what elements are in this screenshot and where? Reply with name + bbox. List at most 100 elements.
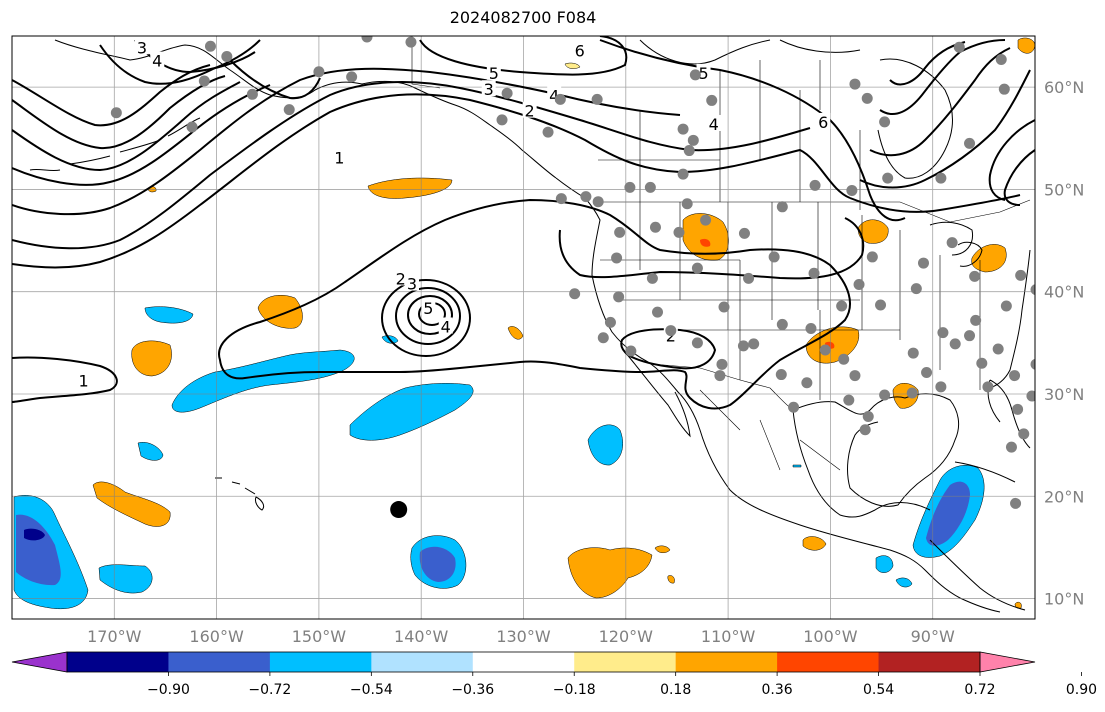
station-dot — [801, 377, 813, 389]
colorbar: −0.90 −0.72 −0.54 −0.36 −0.18 0.18 0.36 0.54 0.7… — [11, 651, 1097, 698]
station-dot — [776, 318, 788, 330]
pos-anomaly-area — [1017, 37, 1035, 54]
station-dot — [186, 121, 198, 133]
latitude-label: 50°N — [1044, 180, 1084, 199]
station-dot — [937, 327, 949, 339]
station-dot — [969, 270, 981, 282]
contour-label-bg — [481, 80, 496, 97]
station-dot — [1026, 390, 1035, 402]
central-america — [929, 539, 1026, 611]
station-dot — [110, 107, 122, 119]
cuba — [954, 461, 1016, 483]
station-dot — [714, 370, 726, 382]
contour-line — [218, 198, 851, 410]
station-dot — [542, 126, 554, 138]
station-dot — [809, 179, 821, 191]
station-dot — [652, 306, 664, 318]
station-dot — [613, 291, 625, 303]
station-dot — [346, 71, 358, 83]
mexico-states — [699, 389, 841, 471]
longitude-label: 100°W — [803, 627, 858, 646]
station-dot — [907, 347, 919, 359]
pacific-coast — [555, 177, 1001, 613]
contour-label-bg — [572, 41, 587, 58]
arctic-islands — [639, 39, 861, 65]
station-dot — [718, 301, 730, 313]
contour-line — [12, 356, 118, 403]
station-dot — [1009, 370, 1021, 382]
station-dot — [644, 181, 656, 193]
station-dot — [716, 358, 728, 370]
station-dot — [946, 237, 958, 249]
contour-line — [12, 81, 811, 250]
latitude-labels: 10°N 20°N 30°N 40°N 50°N 60°N — [1044, 78, 1084, 608]
station-dot — [1005, 441, 1017, 453]
contour-label-bg — [522, 101, 537, 118]
station-dot — [691, 262, 703, 274]
contour-label: 3 — [484, 80, 494, 99]
longitude-label: 110°W — [701, 627, 756, 646]
contour-label: 2 — [396, 269, 406, 288]
station-dot — [836, 300, 848, 312]
station-dot — [808, 267, 820, 279]
station-dot — [313, 66, 325, 78]
latitude-label: 10°N — [1044, 590, 1084, 609]
contour-line — [869, 47, 1011, 157]
station-dot — [1018, 428, 1030, 440]
pos-anomaly-area — [257, 295, 303, 329]
station-dot — [361, 36, 373, 43]
gulf-coast — [792, 393, 960, 507]
contour-label-bg — [438, 317, 453, 334]
neg-anomaly-core — [419, 546, 456, 582]
station-dot — [569, 288, 581, 300]
baja-coast — [624, 351, 691, 438]
station-dot — [748, 338, 760, 350]
graticule — [12, 36, 1035, 619]
colorbar-tick-label: 0.54 — [863, 682, 894, 698]
colorbar-segment — [574, 652, 677, 672]
station-dot — [866, 251, 878, 263]
station-dot — [775, 369, 787, 381]
contour-label: 2 — [525, 102, 535, 121]
contour-label-bg — [816, 112, 831, 129]
latitude-label: 30°N — [1044, 385, 1084, 404]
colorbar-segment — [371, 652, 474, 672]
longitude-label: 160°W — [189, 627, 244, 646]
station-dot — [921, 367, 933, 379]
latitude-label: 20°N — [1044, 487, 1084, 506]
station-dot — [906, 387, 918, 399]
station-dot — [554, 93, 566, 105]
station-markers — [110, 36, 1035, 509]
contour-label: 5 — [698, 64, 708, 83]
aleutian-islands — [29, 117, 201, 172]
pos-anomaly-area — [802, 536, 827, 551]
map-title: 2024082700 F084 — [449, 8, 597, 27]
station-dot — [496, 114, 508, 126]
contour-label-bg — [150, 51, 165, 68]
station-dot — [246, 88, 258, 100]
longitude-label: 90°W — [911, 627, 955, 646]
contour-line — [395, 287, 461, 345]
colorbar-segment — [269, 652, 372, 672]
contour-label: 5 — [423, 299, 433, 318]
station-dot — [597, 332, 609, 344]
pos-anomaly-area — [1014, 601, 1022, 609]
neg-anomaly-area — [875, 555, 894, 573]
station-dot — [976, 357, 988, 369]
station-dot — [1010, 497, 1022, 509]
pos-anomaly-area — [667, 575, 675, 584]
colorbar-segment — [878, 652, 981, 672]
station-dot — [992, 343, 1004, 355]
station-dot — [964, 330, 976, 342]
neg-anomaly-area — [895, 577, 913, 588]
contour-line — [859, 69, 1031, 189]
station-dot — [1000, 300, 1012, 312]
pos-anomaly-area — [507, 326, 524, 340]
station-dot — [737, 340, 749, 352]
colorbar-segment — [472, 652, 575, 672]
contour-label: 3 — [407, 275, 417, 294]
contour-line — [419, 36, 628, 76]
contour-label: 4 — [549, 86, 559, 105]
colorbar-tick-label: −0.72 — [248, 682, 291, 698]
